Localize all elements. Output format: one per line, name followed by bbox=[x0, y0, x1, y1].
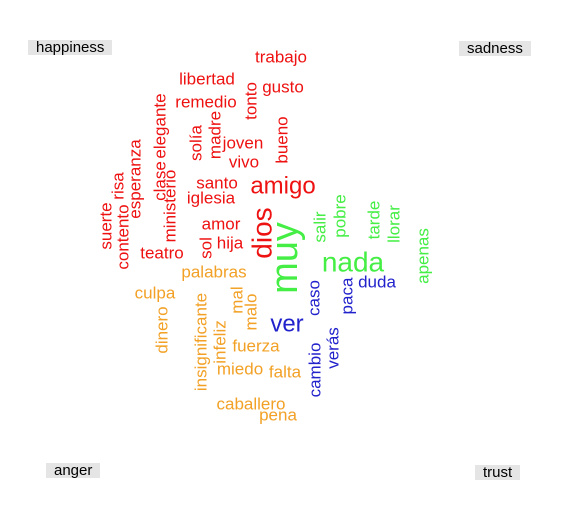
cloud-word-pobre: pobre bbox=[331, 194, 350, 237]
group-label-sadness: sadness bbox=[459, 41, 531, 56]
cloud-word-esperanza: esperanza bbox=[126, 139, 145, 219]
cloud-word-llorar: llorar bbox=[385, 205, 404, 243]
cloud-word-joven: joven bbox=[222, 134, 264, 153]
cloud-word-fuerza: fuerza bbox=[232, 337, 280, 356]
group-label-trust: trust bbox=[475, 465, 521, 480]
cloud-word-verás: verás bbox=[324, 327, 343, 369]
cloud-word-suerte: suerte bbox=[97, 202, 116, 249]
cloud-word-remedio: remedio bbox=[175, 93, 236, 112]
cloud-word-hija: hija bbox=[217, 234, 244, 253]
cloud-word-libertad: libertad bbox=[179, 70, 235, 89]
cloud-word-gusto: gusto bbox=[262, 78, 304, 97]
cloud-word-amigo: amigo bbox=[250, 173, 315, 200]
cloud-word-muy: muy bbox=[264, 222, 306, 294]
cloud-word-teatro: teatro bbox=[140, 244, 183, 263]
cloud-word-salir: salir bbox=[311, 211, 330, 243]
cloud-word-falta: falta bbox=[269, 363, 302, 382]
cloud-word-amor: amor bbox=[202, 215, 241, 234]
cloud-word-duda: duda bbox=[358, 273, 396, 292]
cloud-word-bueno: bueno bbox=[273, 116, 292, 163]
cloud-word-trabajo: trabajo bbox=[255, 48, 307, 67]
cloud-word-tarde: tarde bbox=[365, 201, 384, 240]
cloud-word-paca: paca bbox=[338, 277, 357, 314]
cloud-word-miedo: miedo bbox=[217, 360, 263, 379]
cloud-word-dios: dios bbox=[247, 207, 278, 258]
group-label-anger: anger bbox=[46, 463, 101, 478]
cloud-word-tonto: tonto bbox=[242, 82, 261, 120]
cloud-word-pena: pena bbox=[259, 406, 297, 425]
cloud-word-cambio: cambio bbox=[306, 343, 325, 398]
cloud-word-ministerio: ministerio bbox=[161, 170, 180, 243]
cloud-word-vivo: vivo bbox=[229, 153, 259, 172]
group-label-happiness: happiness bbox=[28, 40, 113, 55]
cloud-word-risa: risa bbox=[109, 172, 128, 200]
cloud-word-nada: nada bbox=[322, 247, 385, 278]
cloud-word-elegante: elegante bbox=[151, 93, 170, 158]
cloud-word-iglesia: iglesia bbox=[187, 189, 236, 208]
cloud-word-clase: clase bbox=[151, 161, 170, 201]
cloud-word-caballero: caballero bbox=[217, 395, 286, 414]
cloud-word-madre: madre bbox=[206, 111, 225, 159]
cloud-word-contento: contento bbox=[114, 204, 133, 269]
cloud-word-infeliz: infeliz bbox=[211, 320, 230, 363]
cloud-word-insignificante: insignificante bbox=[192, 293, 211, 391]
cloud-word-apenas: apenas bbox=[414, 228, 433, 284]
cloud-word-palabras: palabras bbox=[181, 263, 246, 282]
cloud-word-dinero: dinero bbox=[153, 306, 172, 353]
cloud-word-culpa: culpa bbox=[135, 284, 176, 303]
cloud-word-malo: malo bbox=[242, 294, 261, 331]
cloud-word-mal: mal bbox=[228, 286, 247, 313]
cloud-word-sol: sol bbox=[197, 237, 216, 259]
cloud-word-caso: caso bbox=[305, 280, 324, 316]
cloud-word-solía: solía bbox=[187, 125, 206, 161]
cloud-word-santo: santo bbox=[196, 174, 238, 193]
cloud-word-ver: ver bbox=[270, 311, 303, 338]
